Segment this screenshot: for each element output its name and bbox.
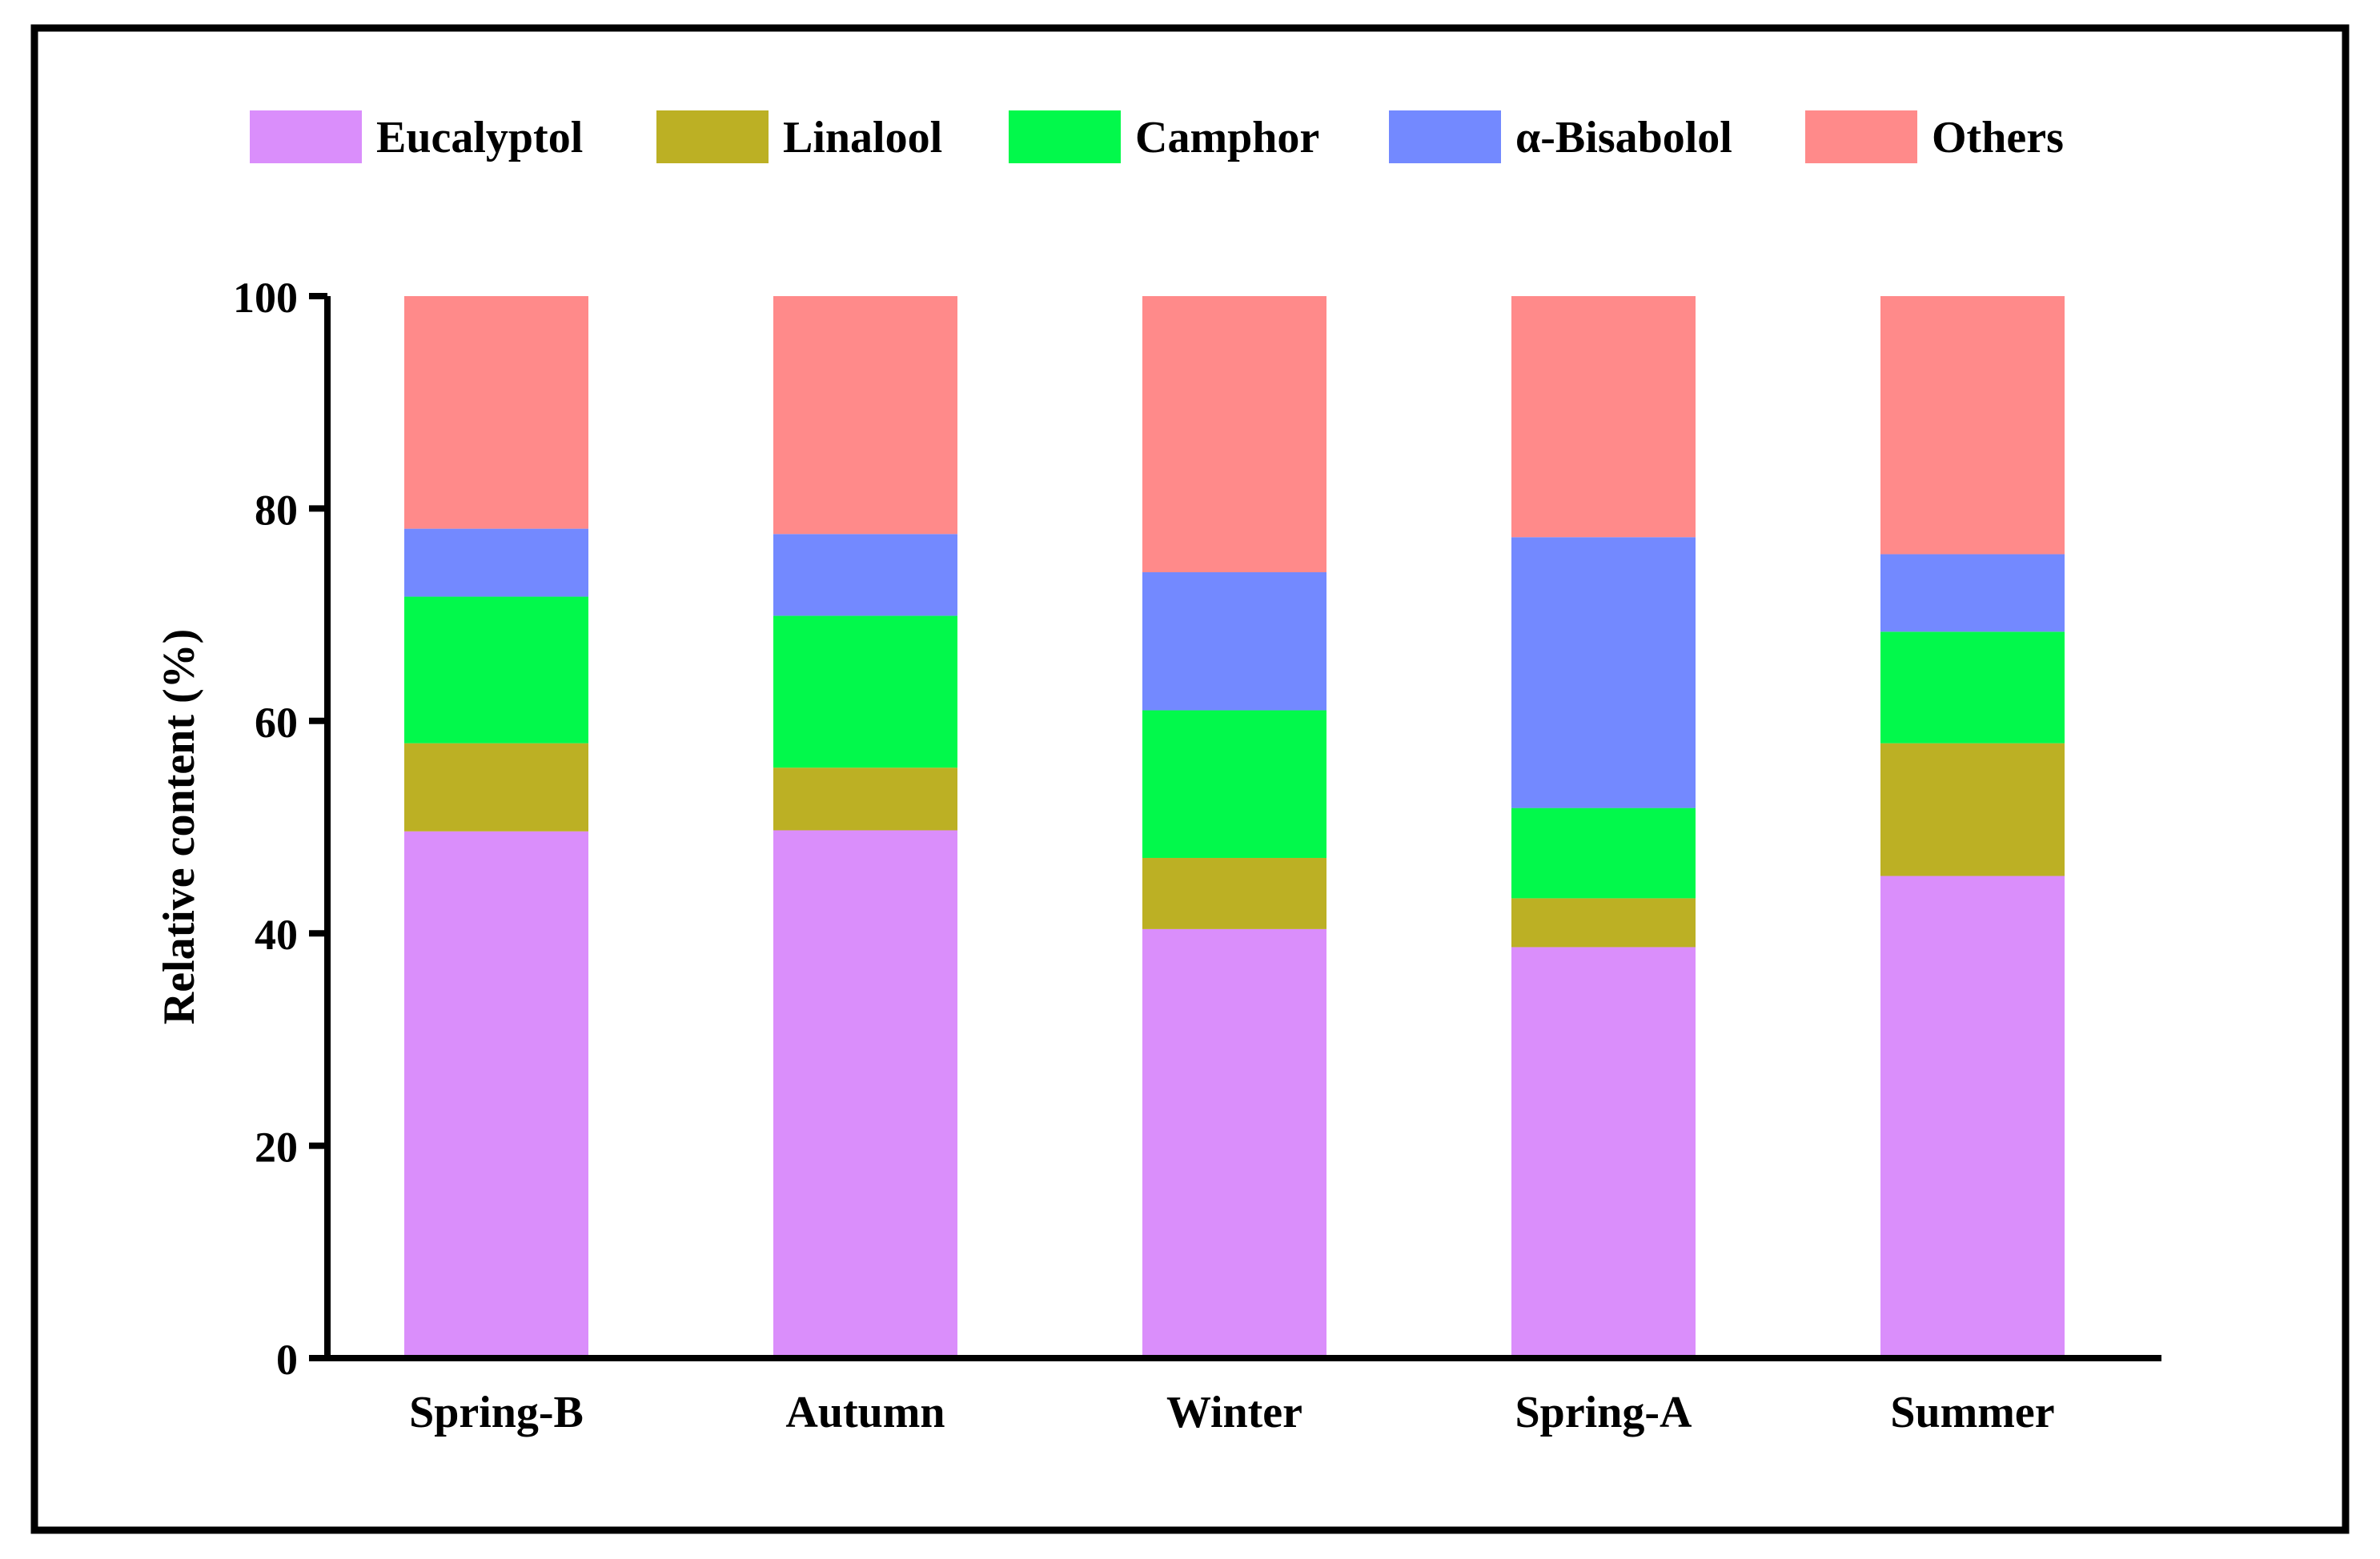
bar-winter-eucalyptol (1142, 928, 1326, 1358)
legend-label-others: Others (1932, 113, 2064, 162)
y-tick-label: 60 (255, 699, 298, 747)
y-tick-label: 80 (255, 486, 298, 534)
bar-autumn-others (773, 296, 957, 535)
bar-winter-camphor (1142, 710, 1326, 858)
x-tick-label-winter: Winter (1166, 1388, 1302, 1437)
legend: Eucalyptol Linalool Camphor α-Bisabolol Othe… (250, 110, 2064, 163)
bar-winter-others (1142, 296, 1326, 573)
legend-swatch-eucalyptol (250, 110, 362, 163)
bar-summer-eucalyptol (1880, 876, 2065, 1358)
legend-swatch-alpha-bisabolol (1389, 110, 1501, 163)
y-tick-label: 0 (276, 1336, 298, 1384)
x-tick-label-summer: Summer (1890, 1388, 2054, 1437)
bar-autumn-alpha-bisabolol (773, 534, 957, 616)
bar-summer-alpha-bisabolol (1880, 554, 2065, 632)
bar-autumn-eucalyptol (773, 830, 957, 1358)
bar-autumn-linalool (773, 767, 957, 831)
axes (309, 296, 2161, 1361)
x-tick-label-spring-a: Spring-A (1515, 1388, 1692, 1437)
bar-spring-b-eucalyptol (404, 831, 588, 1358)
legend-swatch-linalool (656, 110, 769, 163)
x-tick-label-spring-b: Spring-B (409, 1388, 584, 1437)
bar-spring-a-linalool (1511, 898, 1696, 948)
bars (404, 296, 2065, 1358)
bar-winter-alpha-bisabolol (1142, 572, 1326, 711)
bar-spring-b-linalool (404, 743, 588, 832)
y-tick-label: 20 (255, 1124, 298, 1172)
bar-spring-b-others (404, 296, 588, 529)
bar-winter-linalool (1142, 857, 1326, 929)
legend-swatch-camphor (1009, 110, 1121, 163)
bar-spring-a-camphor (1511, 808, 1696, 899)
legend-label-eucalyptol: Eucalyptol (376, 113, 583, 162)
y-tick-label: 40 (255, 911, 298, 959)
x-tick-label-autumn: Autumn (785, 1388, 945, 1437)
bar-summer-others (1880, 296, 2065, 555)
y-axis-label: Relative content (%) (155, 629, 204, 1025)
bar-spring-b-camphor (404, 596, 588, 743)
x-tick-labels: Spring-B Autumn Winter Spring-A Summer (409, 1388, 2055, 1437)
bar-summer-linalool (1880, 743, 2065, 876)
bar-autumn-camphor (773, 615, 957, 768)
bar-spring-a-alpha-bisabolol (1511, 537, 1696, 808)
legend-label-alpha-bisabolol: α-Bisabolol (1515, 113, 1732, 162)
bar-spring-a-others (1511, 296, 1696, 538)
bar-summer-camphor (1880, 631, 2065, 743)
legend-swatch-others (1805, 110, 1917, 163)
y-tick-label: 100 (233, 274, 298, 322)
y-ticks: 0 20 40 60 80 100 (233, 274, 327, 1384)
legend-label-camphor: Camphor (1135, 113, 1319, 162)
bar-spring-a-eucalyptol (1511, 947, 1696, 1358)
legend-label-linalool: Linalool (783, 113, 942, 162)
bar-spring-b-alpha-bisabolol (404, 528, 588, 597)
